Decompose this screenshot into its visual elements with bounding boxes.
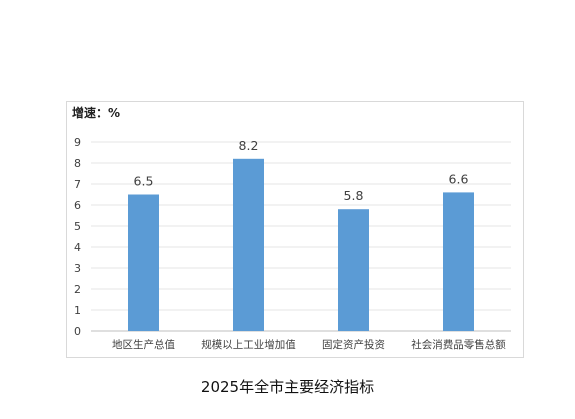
data-label: 5.8	[344, 188, 364, 203]
bar-chart: 增速：% 0 1 2 3 4 5 6 7 8 9 6.5 8.2 5.8 6.6 地区生产总值 规模以上工…	[72, 105, 511, 351]
y-tick-label: 4	[74, 241, 81, 254]
bar	[443, 192, 474, 331]
data-label: 8.2	[239, 138, 259, 153]
x-category-labels: 地区生产总值 规模以上工业增加值 固定资产投资 社会消费品零售总额	[112, 338, 506, 351]
x-category-label: 固定资产投资	[322, 338, 385, 351]
bar	[233, 158, 264, 331]
data-label: 6.6	[449, 171, 469, 186]
y-tick-label: 2	[74, 283, 81, 296]
gridlines	[91, 141, 511, 332]
y-tick-label: 7	[74, 178, 81, 191]
x-category-label: 社会消费品零售总额	[411, 338, 506, 351]
y-tick-label: 5	[74, 220, 81, 233]
x-category-label: 地区生产总值	[112, 338, 175, 351]
chart-frame: 增速：% 0 1 2 3 4 5 6 7 8 9 6.5 8.2 5.8 6.6 地区生产总值 规模以上工…	[66, 101, 524, 358]
y-tick-label: 0	[74, 325, 81, 338]
y-tick-labels: 0 1 2 3 4 5 6 7 8 9	[74, 136, 81, 338]
bars: 6.5 8.2 5.8 6.6	[128, 138, 474, 331]
data-label: 6.5	[134, 174, 154, 189]
y-tick-label: 3	[74, 262, 81, 275]
y-tick-label: 8	[74, 157, 81, 170]
y-tick-label: 9	[74, 136, 81, 149]
y-unit-label: 增速：%	[72, 105, 120, 120]
x-category-label: 规模以上工业增加值	[201, 338, 296, 351]
bar	[128, 194, 159, 331]
y-tick-label: 1	[74, 304, 81, 317]
chart-caption: 2025年全市主要经济指标	[200, 378, 375, 396]
y-tick-label: 6	[74, 199, 81, 212]
bar	[338, 209, 369, 331]
